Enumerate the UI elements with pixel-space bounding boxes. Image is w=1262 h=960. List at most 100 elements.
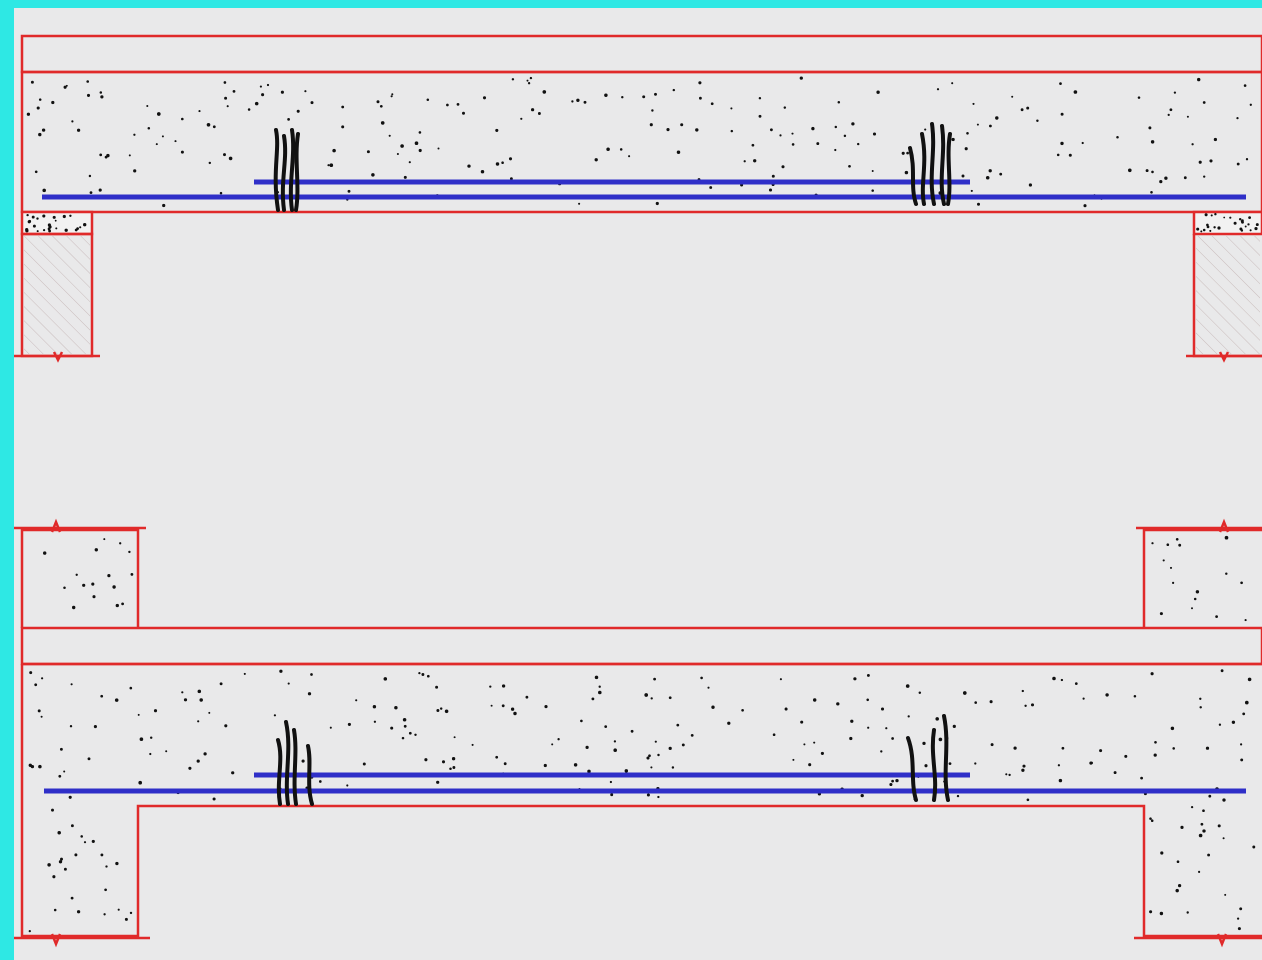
aggregate-dot [408,731,412,735]
aggregate-dot [149,752,152,756]
aggregate-dot [133,169,137,173]
aggregate-dot [621,96,624,99]
aggregate-dot [1133,694,1137,698]
aggregate-dot [895,778,899,783]
aggregate-dot [128,550,131,554]
aggregate-dot [964,147,968,151]
aggregate-dot [347,722,351,726]
aggregate-dot [1209,229,1212,232]
aggregate-dot [180,150,184,154]
aggregate-dot [98,188,102,192]
aggregate-dot [1205,746,1210,750]
aggregate-dot [698,81,702,85]
aggregate-dot [69,214,72,217]
aggregate-dot [511,78,515,81]
aggregate-dot [1215,615,1218,618]
aggregate-dot [1229,216,1232,219]
aggregate-dot [70,824,74,828]
aggregate-dot [156,112,161,116]
aggregate-dot [390,726,394,730]
aggregate-dot [280,90,284,94]
aggregate-dot [424,758,428,762]
aggregate-dot [117,908,120,911]
aggregate-dot [329,163,334,168]
aggregate-dot [1026,106,1030,110]
aggregate-dot [76,910,81,914]
aggregate-dot [43,551,47,555]
aggregate-dot [885,727,888,730]
aggregate-dot [1217,824,1221,828]
aggregate-dot [849,736,853,741]
aggregate-dot [730,107,733,110]
aggregate-dot [695,128,699,132]
aggregate-dot [1148,126,1152,130]
aggregate-dot [1021,689,1024,693]
aggregate-dot [59,747,63,751]
bottom-left-upper-aggregate [43,538,134,610]
aggregate-dot [1172,747,1175,750]
aggregate-dot [91,839,95,843]
aggregate-dot [503,762,507,766]
aggregate-dot [799,76,803,80]
aggregate-dot [1060,112,1064,116]
aggregate-dot [231,771,235,775]
aggregate-dot [619,148,623,151]
crack-icon [273,128,300,212]
aggregate-dot [1240,743,1243,746]
aggregate-dot [952,724,956,729]
crack-icon [276,720,314,806]
aggregate-dot [99,153,103,157]
aggregate-dot [1207,853,1211,857]
aggregate-dot [604,93,608,97]
aggregate-dot [642,95,646,99]
aggregate-dot [310,101,314,105]
aggregate-dot [508,157,513,161]
aggregate-dot [449,767,452,770]
aggregate-dot [1061,746,1065,750]
top-right-pad-aggregate [1196,213,1259,233]
aggregate-dot [36,217,39,220]
aggregate-dot [482,96,487,100]
aggregate-dot [104,888,107,892]
aggregate-dot [462,111,465,115]
aggregate-dot [501,684,506,688]
aggregate-dot [64,228,68,232]
aggregate-dot [1197,77,1201,82]
aggregate-dot [995,116,999,120]
aggregate-dot [62,214,66,219]
aggregate-dot [1238,217,1242,221]
aggregate-dot [1159,612,1163,616]
aggregate-dot [936,88,940,91]
aggregate-dot [444,709,449,714]
aggregate-dot [1164,176,1168,180]
aggregate-dot [99,91,103,94]
aggregate-dot [1209,159,1213,163]
aggregate-dot [380,121,385,125]
bottom-right-upper-break [1136,518,1262,533]
aggregate-dot [86,93,91,97]
aggregate-dot [58,860,63,864]
aggregate-dot [956,794,960,798]
aggregate-dot [40,715,43,718]
aggregate-dot [1137,96,1141,99]
aggregate-dot [261,93,265,97]
aggregate-dot [646,756,650,760]
aggregate-dot [1060,678,1064,682]
aggregate-dot [341,105,345,109]
aggregate-dot [791,143,795,146]
aggregate-dot [58,774,62,778]
aggregate-dot [1248,216,1251,219]
aggregate-dot [1058,778,1063,783]
aggregate-dot [974,701,977,704]
aggregate-dot [730,129,734,133]
aggregate-dot [124,917,128,921]
aggregate-dot [437,147,440,150]
aggregate-dot [1021,768,1025,772]
aggregate-dot [63,85,67,89]
aggregate-dot [962,691,967,695]
aggregate-dot [951,137,955,142]
aggregate-dot [700,676,703,680]
aggregate-dot [1113,771,1117,775]
aggregate-dot [542,90,547,94]
aggregate-dot [129,911,133,915]
